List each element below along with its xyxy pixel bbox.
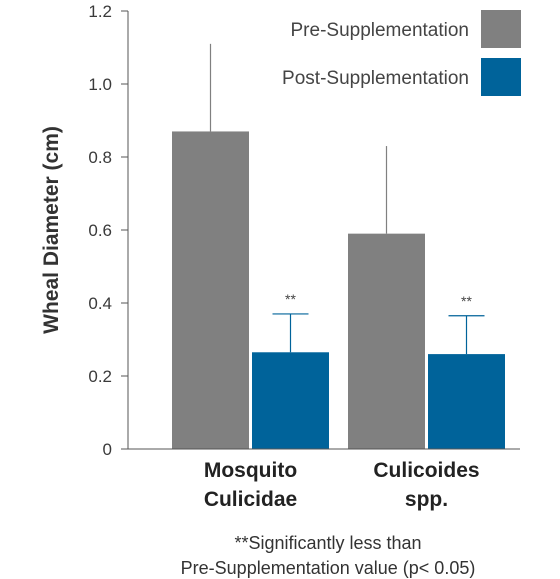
- footnote-line-1: **Significantly less than: [234, 533, 421, 553]
- y-tick-label: 0.8: [88, 148, 112, 167]
- bar-post-1: [252, 352, 329, 449]
- legend: Pre-Supplementation Post-Supplementation: [282, 10, 521, 96]
- y-axis-title: Wheal Diameter (cm): [40, 126, 63, 334]
- bar-post-2: [428, 354, 505, 449]
- footnote-line-2: Pre-Supplementation value (p< 0.05): [181, 558, 476, 578]
- legend-swatch: [481, 58, 521, 96]
- bar-pre-1: [172, 131, 249, 449]
- y-tick-label: 1.2: [88, 2, 112, 21]
- category-label: spp.: [405, 488, 448, 511]
- legend-label: Pre-Supplementation: [291, 20, 470, 41]
- category-label: Culicidae: [204, 488, 297, 511]
- category-labels: Mosquito Culicidae Culicoides spp.: [204, 459, 480, 511]
- y-axis-ticks: 0 0.2 0.4 0.6 0.8 1.0 1.2: [88, 2, 128, 459]
- category-label: Mosquito: [204, 459, 297, 482]
- y-tick-label: 1.0: [88, 75, 112, 94]
- significance-label: **: [285, 291, 296, 307]
- bars: ** **: [172, 43, 505, 449]
- category-label: Culicoides: [373, 459, 479, 482]
- y-tick-label: 0.4: [88, 294, 112, 313]
- y-tick-label: 0.6: [88, 221, 112, 240]
- significance-label: **: [461, 293, 472, 309]
- legend-swatch: [481, 10, 521, 48]
- legend-label: Post-Supplementation: [282, 68, 469, 89]
- bar-pre-2: [348, 233, 425, 449]
- y-tick-label: 0: [103, 440, 112, 459]
- y-tick-label: 0.2: [88, 367, 112, 386]
